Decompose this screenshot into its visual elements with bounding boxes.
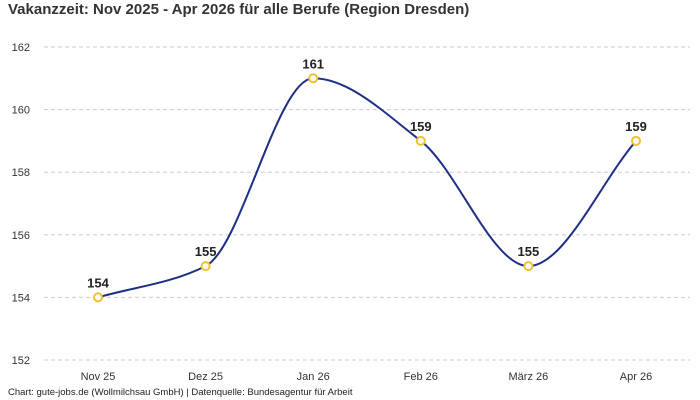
data-points [93,73,641,303]
x-tick-label: Feb 26 [404,371,438,383]
data-label: 161 [302,56,324,71]
y-axis-ticks: 152 154 156 158 160 162 [12,42,30,367]
data-label: 159 [410,119,432,134]
y-tick-label: 154 [12,292,30,304]
data-label: 155 [518,244,540,259]
chart-title: Vakanzzeit: Nov 2025 - Apr 2026 für alle… [8,1,470,18]
y-tick-label: 152 [12,355,30,367]
x-tick-label: Jan 26 [297,371,330,383]
data-point [523,261,534,272]
data-point [415,135,426,146]
data-point [93,292,103,303]
data-point [308,73,319,84]
series-line [97,77,637,299]
data-point [631,135,641,146]
x-tick-label: Nov 25 [81,371,116,383]
y-tick-label: 160 [12,105,30,117]
data-point [200,261,211,272]
x-axis-ticks: Nov 25 Dez 25 Jan 26 Feb 26 März 26 Apr 26 [81,371,653,383]
source-footer: Chart: gute-jobs.de (Wollmilchsau GmbH) … [8,387,353,398]
x-tick-label: März 26 [509,371,549,383]
data-labels: 154 155 161 159 155 159 [87,56,647,290]
grid-lines [44,46,690,361]
y-tick-label: 158 [12,167,30,179]
data-label: 155 [195,244,217,259]
y-tick-label: 162 [12,42,30,54]
data-label: 159 [625,119,647,134]
data-label: 154 [87,275,109,290]
y-tick-label: 156 [12,230,30,242]
x-tick-label: Apr 26 [620,371,652,383]
x-tick-label: Dez 25 [188,371,223,383]
series-line-group [97,77,637,299]
